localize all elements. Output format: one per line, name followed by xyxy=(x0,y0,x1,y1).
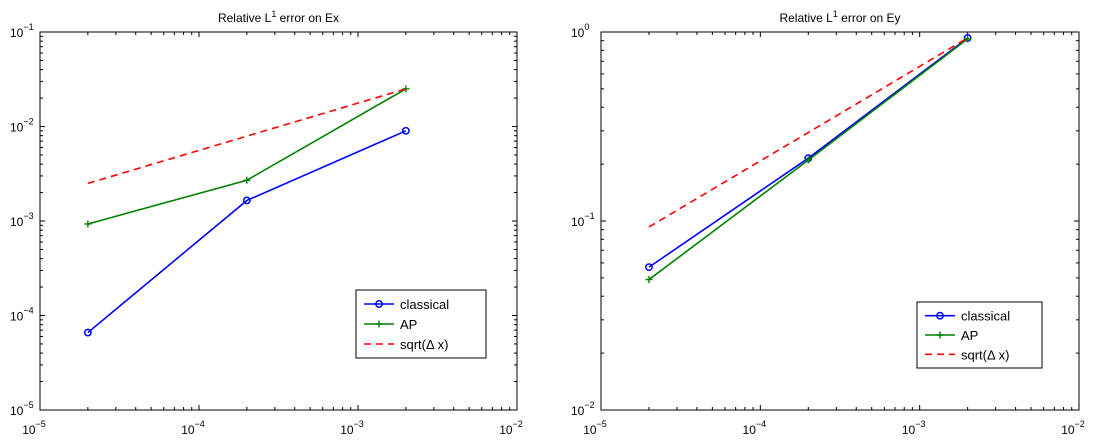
y-tick-exponent: −5 xyxy=(23,400,33,410)
x-tick-exponent: −3 xyxy=(354,419,364,429)
title-main: Relative L xyxy=(218,11,272,25)
y-tick-label: 10−4 xyxy=(10,306,34,324)
chart-title: Relative L1 error on Ex xyxy=(218,9,339,25)
y-tick-label: 10−2 xyxy=(10,117,34,135)
y-tick-label: 10−2 xyxy=(571,400,595,418)
x-tick-base: 10 xyxy=(22,423,36,437)
series-line-circle xyxy=(87,130,407,334)
x-tick-exponent: −4 xyxy=(756,419,766,429)
x-tick-label: 10−2 xyxy=(499,419,523,437)
x-tick-label: 10−3 xyxy=(340,419,364,437)
legend: classical AP sqrt(Δ x) xyxy=(355,289,487,359)
y-tick-base: 10 xyxy=(10,121,24,135)
title-rest: error on Ey xyxy=(838,11,901,25)
y-tick-base: 10 xyxy=(10,215,24,229)
y-tick-label: 10−3 xyxy=(10,211,34,229)
y-tick-base: 10 xyxy=(10,26,24,40)
x-tick-base: 10 xyxy=(743,423,757,437)
legend-label: AP xyxy=(400,317,417,332)
data-point xyxy=(401,126,410,135)
x-tick-base: 10 xyxy=(583,423,597,437)
legend-marker xyxy=(936,311,944,320)
series-line-none xyxy=(87,88,407,185)
title-superscript: 1 xyxy=(271,9,276,19)
x-tick-base: 10 xyxy=(1061,423,1075,437)
y-tick-exponent: −1 xyxy=(584,211,594,221)
series-line-none xyxy=(648,37,969,228)
y-tick-exponent: −3 xyxy=(23,211,33,221)
legend-label: classical xyxy=(400,297,449,312)
legend-label: AP xyxy=(961,328,978,343)
x-tick-exponent: −2 xyxy=(1075,419,1085,429)
title-main: Relative L xyxy=(779,11,833,25)
series-line-circle xyxy=(648,37,969,268)
y-tick-base: 10 xyxy=(10,404,24,418)
y-tick-exponent: −1 xyxy=(23,22,33,32)
title-rest: error on Ex xyxy=(276,11,339,25)
y-tick-exponent: −4 xyxy=(23,306,33,316)
data-point xyxy=(242,196,251,205)
x-tick-label: 10−3 xyxy=(902,419,926,437)
x-tick-label: 10−4 xyxy=(743,419,767,437)
y-tick-exponent: −2 xyxy=(584,400,594,410)
x-tick-exponent: −3 xyxy=(915,419,925,429)
data-point xyxy=(83,328,92,337)
y-tick-exponent: −2 xyxy=(23,117,33,127)
y-tick-exponent: 0 xyxy=(584,22,589,32)
y-tick-label: 10−1 xyxy=(571,211,595,229)
y-tick-base: 10 xyxy=(571,26,585,40)
y-tick-label: 10−5 xyxy=(10,400,34,418)
x-tick-label: 10−2 xyxy=(1061,419,1085,437)
x-tick-base: 10 xyxy=(902,423,916,437)
title-superscript: 1 xyxy=(833,9,838,19)
legend-label: sqrt(Δ x) xyxy=(961,347,1009,362)
x-tick-label: 10−5 xyxy=(22,419,46,437)
legend: classical AP sqrt(Δ x) xyxy=(916,301,1043,369)
y-tick-base: 10 xyxy=(10,310,24,324)
y-tick-base: 10 xyxy=(571,404,585,418)
x-tick-label: 10−5 xyxy=(583,419,607,437)
y-tick-base: 10 xyxy=(571,215,585,229)
legend-marker xyxy=(375,300,383,308)
x-tick-base: 10 xyxy=(340,423,354,437)
x-tick-base: 10 xyxy=(181,423,195,437)
x-tick-exponent: −5 xyxy=(597,419,607,429)
y-tick-label: 100 xyxy=(571,22,589,40)
x-tick-label: 10−4 xyxy=(181,419,205,437)
legend-label: classical xyxy=(961,309,1010,324)
x-tick-exponent: −5 xyxy=(36,419,46,429)
data-point xyxy=(645,263,653,272)
legend-label: sqrt(Δ x) xyxy=(400,337,448,352)
x-tick-exponent: −2 xyxy=(513,419,523,429)
x-tick-exponent: −4 xyxy=(195,419,205,429)
chart-title: Relative L1 error on Ey xyxy=(779,9,900,25)
y-tick-label: 10−1 xyxy=(10,22,34,40)
x-tick-base: 10 xyxy=(499,423,513,437)
